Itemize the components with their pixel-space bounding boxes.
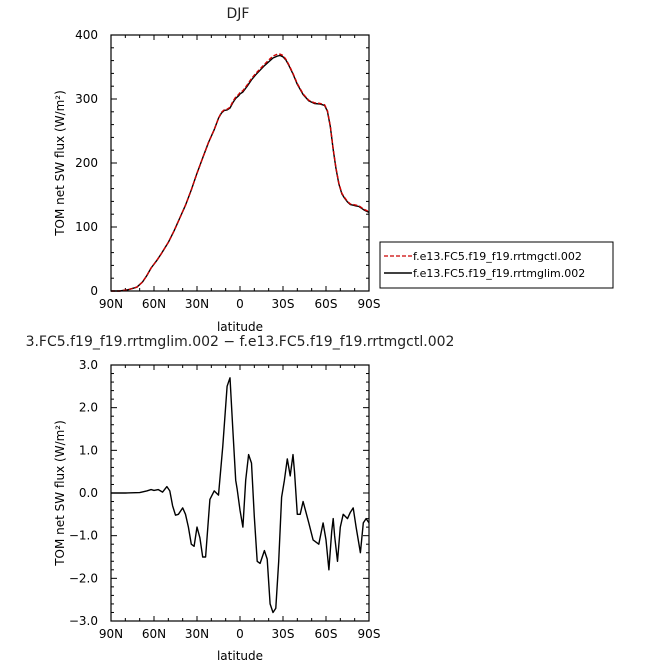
y-tick-label: −3.0	[69, 614, 98, 628]
y-tick-label: 200	[75, 156, 98, 170]
x-tick-label: 90S	[358, 297, 381, 311]
y-tick-label: −1.0	[69, 529, 98, 543]
y-tick-label: 100	[75, 220, 98, 234]
legend-label-ctl: f.e13.FC5.f19_f19.rrtmgctl.002	[413, 250, 582, 263]
top-ticks: 90N 60N 30N 0 30S 60S 90S 0 100 200 300 400	[75, 28, 380, 311]
x-tick-label: 90N	[99, 627, 123, 641]
x-tick-label: 0	[236, 627, 244, 641]
legend: f.e13.FC5.f19_f19.rrtmgctl.002 f.e13.FC5…	[379, 241, 614, 289]
top-panel: DJF 90N 60N 30N 0 30S 60S 90S 0 100 200 300 400 lat…	[53, 6, 380, 334]
x-tick-label: 30S	[272, 297, 295, 311]
x-tick-label: 60S	[315, 297, 338, 311]
top-chart-title: DJF	[227, 6, 250, 22]
series-line-lim	[111, 54, 370, 292]
x-tick-label: 30N	[185, 627, 209, 641]
bottom-series	[111, 377, 370, 614]
top-xlabel: latitude	[217, 320, 263, 334]
legend-label-lim: f.e13.FC5.f19_f19.rrtmglim.002	[413, 267, 585, 280]
y-tick-label: 2.0	[79, 401, 98, 415]
x-tick-label: 90N	[99, 297, 123, 311]
y-tick-label: −2.0	[69, 571, 98, 585]
bottom-xlabel: latitude	[217, 649, 263, 663]
bottom-chart-title: 3.FC5.f19_f19.rrtmglim.002 − f.e13.FC5.f…	[26, 334, 455, 350]
x-tick-label: 60S	[315, 627, 338, 641]
y-tick-label: 0.0	[79, 486, 98, 500]
bottom-ticks: 90N 60N 30N 0 30S 60S 90S −3.0 −2.0 −1.0 0.0 1.0 2.0…	[69, 358, 381, 641]
legend-box	[379, 241, 614, 289]
x-tick-label: 90S	[358, 627, 381, 641]
top-ylabel: TOM net SW flux (W/m²)	[53, 90, 67, 237]
top-plot-frame	[110, 34, 370, 292]
y-tick-label: 0	[90, 284, 98, 298]
bottom-panel: 3.FC5.f19_f19.rrtmglim.002 − f.e13.FC5.f…	[26, 334, 455, 663]
top-series	[111, 53, 370, 292]
x-tick-label: 60N	[142, 297, 166, 311]
y-tick-label: 1.0	[79, 443, 98, 457]
y-tick-label: 400	[75, 28, 98, 42]
x-tick-label: 30S	[272, 627, 295, 641]
series-line-ctl	[111, 53, 370, 292]
bottom-plot-frame	[110, 364, 370, 622]
bottom-ylabel: TOM net SW flux (W/m²)	[53, 420, 67, 567]
y-tick-label: 300	[75, 92, 98, 106]
y-tick-label: 3.0	[79, 358, 98, 372]
x-tick-label: 0	[236, 297, 244, 311]
series-line-diff	[111, 377, 370, 614]
x-tick-label: 30N	[185, 297, 209, 311]
x-tick-label: 60N	[142, 627, 166, 641]
